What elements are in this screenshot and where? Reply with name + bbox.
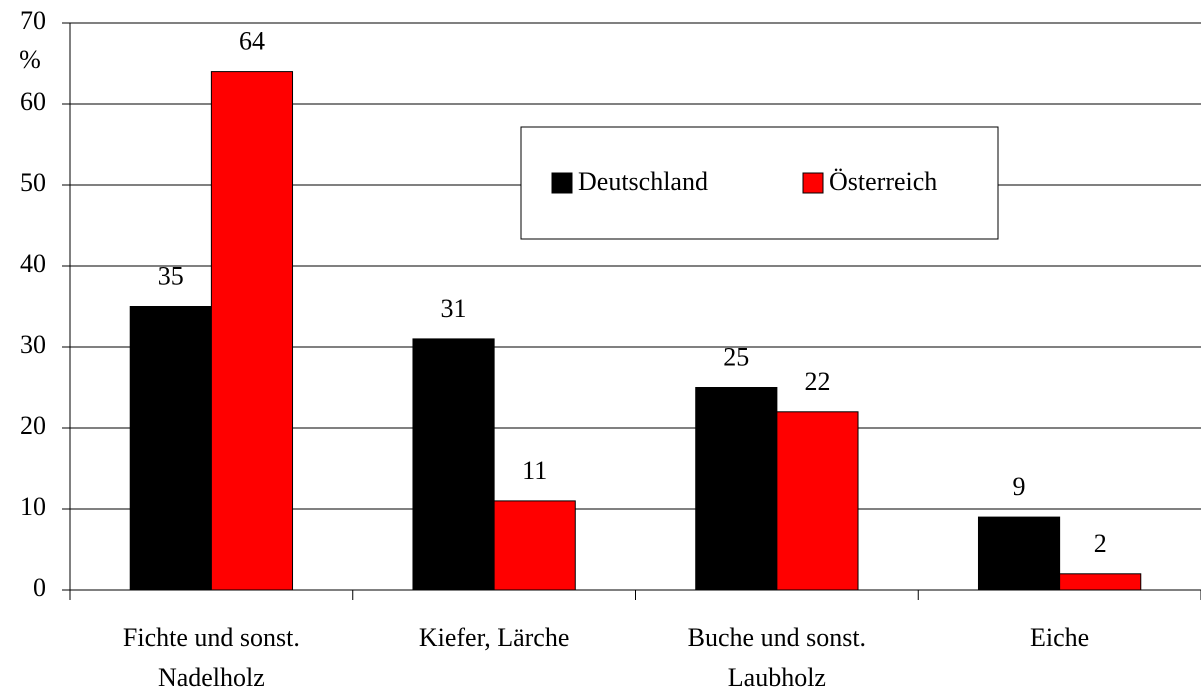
x-tick-label: Fichte und sonst. Nadelholz (122, 623, 300, 692)
y-tick-label: 50 (20, 168, 46, 197)
x-tick-label: Eiche (1030, 623, 1090, 652)
y-axis-label: % (19, 45, 41, 74)
x-tick-label: Buche und sonst. Laubholz (687, 623, 867, 692)
y-tick-label: 40 (20, 249, 46, 278)
bar (210, 71, 294, 591)
y-tick-label: 20 (20, 411, 46, 440)
y-tick-label: 60 (20, 87, 46, 116)
bar (129, 306, 212, 591)
bar (776, 411, 859, 591)
data-label: 64 (239, 27, 265, 56)
y-tick-label: 70 (20, 6, 46, 35)
y-tick-label: 10 (20, 492, 46, 521)
data-label: 11 (522, 456, 547, 485)
y-tick-label: 0 (33, 573, 46, 602)
bar (695, 387, 778, 591)
x-tick-label: Kiefer, Lärche (418, 623, 570, 652)
data-label: 31 (441, 294, 467, 323)
bar (412, 338, 495, 591)
data-label: 9 (1013, 472, 1026, 501)
legend-box (520, 126, 999, 240)
legend-label: Österreich (829, 167, 937, 196)
legend-label: Deutschland (578, 167, 708, 196)
data-label: 25 (723, 342, 749, 371)
data-label: 35 (158, 261, 184, 290)
legend-swatch (802, 172, 824, 194)
bar (493, 500, 576, 591)
data-label: 22 (804, 367, 830, 396)
legend-swatch (551, 172, 573, 194)
bar (977, 516, 1061, 591)
bar (1059, 573, 1142, 591)
y-tick-label: 30 (20, 330, 46, 359)
data-label: 2 (1094, 529, 1107, 558)
